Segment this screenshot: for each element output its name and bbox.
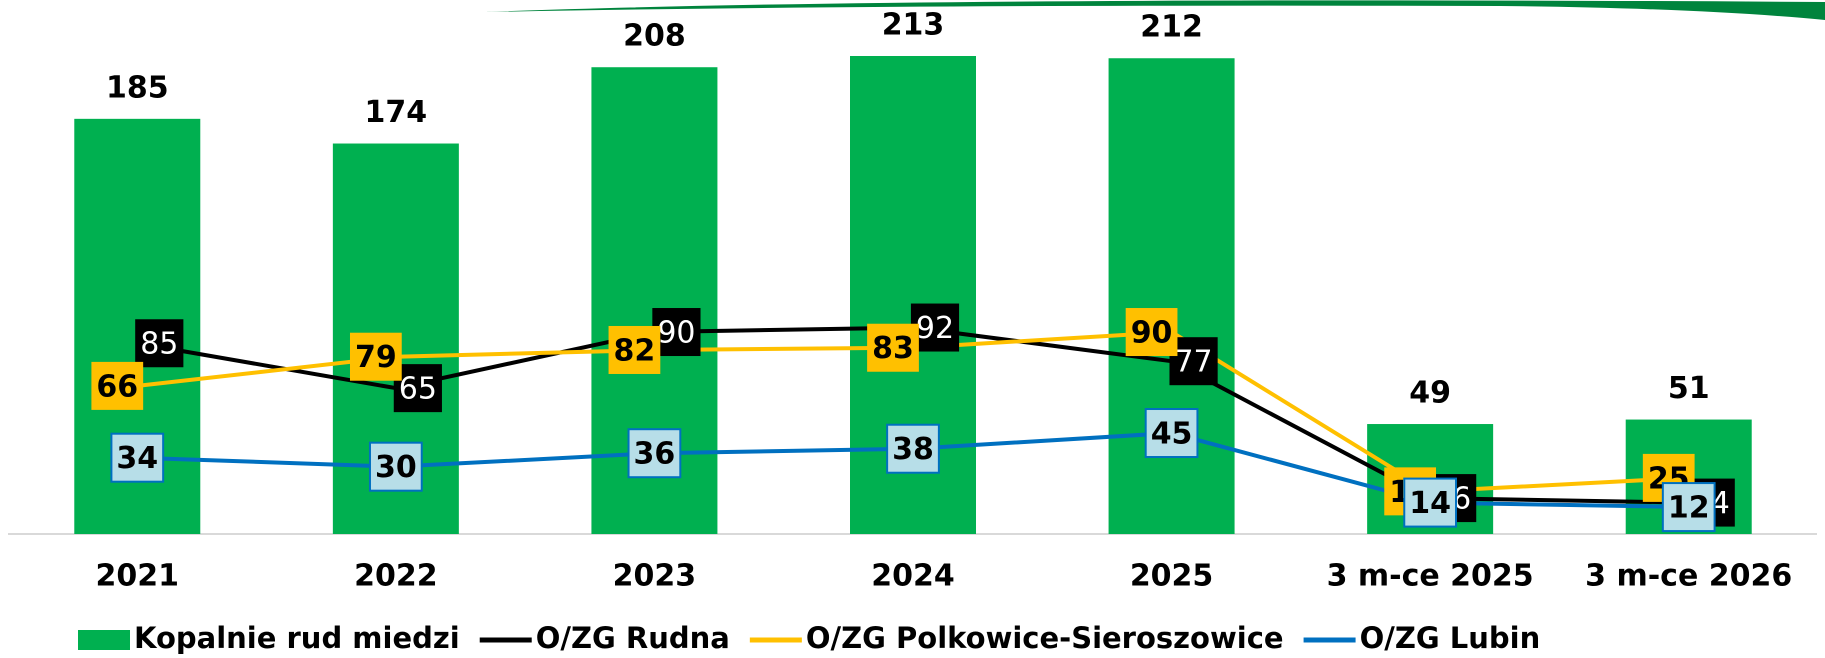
label-box bbox=[1661, 482, 1716, 533]
line-value-text: 66 bbox=[96, 369, 138, 404]
x-tick-label: 2022 bbox=[354, 559, 438, 594]
label-box bbox=[91, 361, 144, 410]
label-box bbox=[627, 428, 682, 479]
x-tick-label: 2025 bbox=[1130, 559, 1214, 594]
line-value-label: 36 bbox=[627, 428, 682, 479]
line-value-text: 85 bbox=[140, 327, 178, 362]
bar-value-label: 49 bbox=[1409, 376, 1451, 411]
line-value-text: 12 bbox=[1668, 491, 1710, 526]
line-value-text: 83 bbox=[872, 331, 914, 366]
line-value-text: 45 bbox=[1151, 417, 1193, 452]
label-box bbox=[1169, 337, 1218, 386]
label-box bbox=[910, 303, 960, 352]
line-value-label: 90 bbox=[652, 308, 701, 357]
line-value-text: 30 bbox=[375, 450, 417, 485]
x-tick-label: 3 m-ce 2025 bbox=[1327, 559, 1534, 594]
x-tick-label: 2023 bbox=[613, 559, 697, 594]
bar-value-label: 213 bbox=[882, 8, 945, 43]
legend-swatch bbox=[78, 630, 130, 650]
bar-value-label: 51 bbox=[1668, 371, 1710, 406]
line-value-label: 90 bbox=[1125, 308, 1178, 357]
label-box bbox=[1144, 408, 1199, 459]
label-box bbox=[652, 308, 701, 357]
line-value-label: 12 bbox=[1661, 482, 1716, 533]
line-value-label: 85 bbox=[135, 319, 184, 368]
line-value-text: 65 bbox=[399, 372, 437, 407]
line-value-label: 77 bbox=[1169, 337, 1218, 386]
line-value-label: 38 bbox=[886, 423, 940, 474]
label-box bbox=[867, 323, 919, 372]
bar-value-label: 174 bbox=[365, 95, 428, 130]
label-box bbox=[393, 364, 442, 413]
x-tick-label: 2021 bbox=[96, 559, 180, 594]
label-box bbox=[135, 319, 184, 368]
line-value-text: 90 bbox=[1131, 316, 1173, 351]
x-tick-label: 2024 bbox=[871, 559, 955, 594]
legend-label: Kopalnie rud miedzi bbox=[134, 621, 460, 655]
label-box bbox=[349, 332, 402, 381]
legend-label: O/ZG Lubin bbox=[1360, 621, 1541, 655]
line-value-label: 45 bbox=[1144, 408, 1199, 459]
bar-value-label: 185 bbox=[106, 70, 169, 105]
bar-value-label: 212 bbox=[1140, 10, 1203, 45]
line-value-label: 79 bbox=[349, 332, 402, 381]
line-value-text: 90 bbox=[657, 316, 695, 351]
legend-label: O/ZG Polkowice-Sieroszowice bbox=[806, 621, 1284, 655]
legend-label: O/ZG Rudna bbox=[536, 621, 730, 655]
line-value-label: 92 bbox=[910, 303, 960, 352]
label-box bbox=[1403, 477, 1458, 528]
bar bbox=[1108, 58, 1235, 534]
label-box bbox=[368, 441, 423, 492]
label-box bbox=[886, 423, 940, 474]
line-value-label: 30 bbox=[368, 441, 423, 492]
header-swoosh bbox=[485, 0, 1825, 20]
line-value-text: 34 bbox=[116, 441, 158, 476]
line-value-label: 82 bbox=[608, 325, 661, 374]
label-box bbox=[608, 325, 661, 374]
line-value-text: 77 bbox=[1174, 345, 1212, 380]
line-value-text: 36 bbox=[634, 437, 676, 472]
line-value-label: 34 bbox=[110, 432, 165, 483]
line-value-text: 92 bbox=[916, 311, 954, 346]
line-value-label: 83 bbox=[867, 323, 919, 372]
bar-value-label: 208 bbox=[623, 19, 686, 54]
line-value-text: 38 bbox=[892, 432, 934, 467]
line-value-text: 14 bbox=[1409, 486, 1451, 521]
x-tick-label: 3 m-ce 2026 bbox=[1585, 559, 1792, 594]
line-value-text: 82 bbox=[614, 333, 656, 368]
line-value-label: 65 bbox=[393, 364, 442, 413]
line-value-text: 79 bbox=[355, 340, 397, 375]
label-box bbox=[1125, 308, 1178, 357]
line-value-label: 66 bbox=[91, 361, 144, 410]
line-value-label: 14 bbox=[1403, 477, 1458, 528]
label-box bbox=[110, 432, 165, 483]
